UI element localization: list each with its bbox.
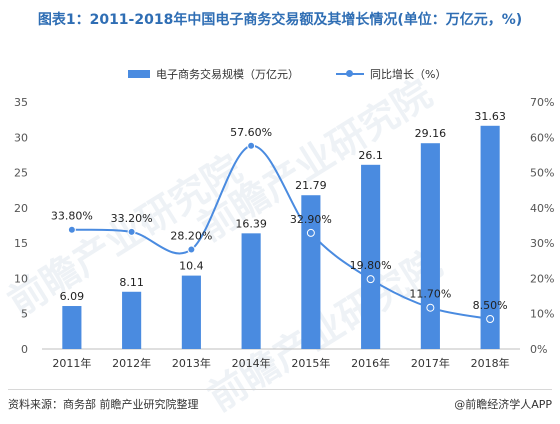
bar-data-label: 10.4 — [179, 260, 204, 273]
y-right-tick-label: 10% — [530, 308, 554, 321]
growth-point — [306, 228, 315, 237]
y-left-tick-label: 5 — [21, 308, 28, 321]
bar-data-label: 31.63 — [474, 110, 506, 123]
x-tick-label: 2014年 — [232, 356, 271, 370]
x-tick-label: 2016年 — [351, 356, 390, 370]
bar-data-label: 21.79 — [295, 179, 327, 192]
y-left-tick-label: 20 — [14, 202, 28, 215]
bar-data-label: 29.16 — [415, 127, 447, 140]
bar-data-label: 26.1 — [358, 149, 383, 162]
growth-data-label: 8.50% — [473, 299, 508, 312]
growth-data-label: 28.20% — [170, 229, 212, 242]
y-right-tick-label: 40% — [530, 202, 554, 215]
bar-data-label: 8.11 — [119, 276, 144, 289]
y-left-tick-label: 25 — [14, 167, 28, 180]
legend: 电子商务交易规模（万亿元） 同比增长（%） — [0, 66, 560, 82]
bar-data-label: 16.39 — [235, 217, 267, 230]
growth-line — [71, 144, 491, 320]
growth-point — [366, 275, 375, 284]
growth-point — [247, 141, 256, 150]
bar — [181, 275, 201, 349]
growth-point — [67, 225, 76, 234]
y-left-tick-label: 15 — [14, 237, 28, 250]
bar — [301, 195, 321, 349]
brand-label: @前瞻经济学人APP — [454, 398, 552, 411]
y-right-tick-label: 20% — [530, 272, 554, 285]
growth-data-label: 33.20% — [111, 212, 153, 225]
bar-data-label: 6.09 — [60, 290, 85, 303]
y-right-tick-label: 0% — [530, 343, 547, 356]
growth-point — [486, 315, 495, 324]
bar — [122, 291, 142, 349]
growth-point — [127, 227, 136, 236]
bar — [480, 125, 500, 350]
x-tick-label: 2018年 — [471, 356, 510, 370]
y-right-tick-label: 60% — [530, 131, 554, 144]
legend-bar-swatch — [128, 70, 150, 78]
footer-divider — [8, 389, 552, 390]
y-right-tick-label: 50% — [530, 167, 554, 180]
bar — [420, 143, 440, 349]
growth-data-label: 11.70% — [409, 288, 451, 301]
legend-line-dot — [346, 70, 353, 77]
bar — [241, 233, 261, 349]
x-tick-label: 2017年 — [411, 356, 450, 370]
chart-canvas: 0 5 10 15 20 25 30 35 0% 10% 20% 30% 40% 50% 60% 70% 201… — [14, 96, 554, 370]
growth-data-label: 57.60% — [230, 126, 272, 139]
x-tick-label: 2012年 — [112, 356, 151, 370]
source-note: 资料来源：商务部 前瞻产业研究院整理 — [8, 398, 199, 411]
growth-point — [426, 303, 435, 312]
y-left-tick-label: 35 — [14, 96, 28, 109]
growth-point — [187, 245, 196, 254]
chart-title: 图表1：2011-2018年中国电子商务交易额及其增长情况(单位：万亿元，%) — [37, 12, 523, 28]
legend-line-label: 同比增长（%） — [370, 68, 447, 81]
x-tick-label: 2015年 — [291, 356, 330, 370]
legend-bar-label: 电子商务交易规模（万亿元） — [156, 68, 299, 81]
growth-data-label: 19.80% — [350, 259, 392, 272]
x-tick-label: 2013年 — [172, 356, 211, 370]
bar — [361, 164, 381, 349]
bar — [62, 306, 82, 349]
y-left-tick-label: 0 — [21, 343, 28, 356]
y-right-tick-label: 30% — [530, 237, 554, 250]
y-right-tick-label: 70% — [530, 96, 554, 109]
x-tick-label: 2011年 — [52, 356, 91, 370]
growth-data-label: 33.80% — [51, 210, 93, 223]
y-left-tick-label: 10 — [14, 272, 28, 285]
y-left-tick-label: 30 — [14, 131, 28, 144]
growth-data-label: 32.90% — [290, 213, 332, 226]
